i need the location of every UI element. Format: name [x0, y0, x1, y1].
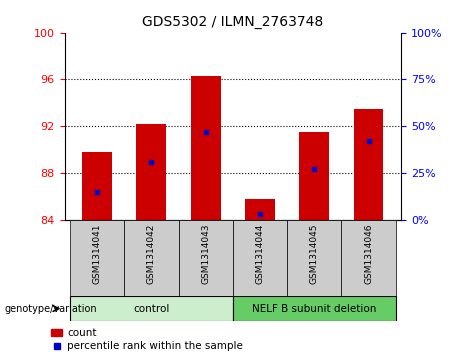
Text: GSM1314044: GSM1314044	[255, 223, 265, 284]
Text: GSM1314043: GSM1314043	[201, 223, 210, 284]
Bar	[233, 220, 287, 296]
Text: genotype/variation: genotype/variation	[5, 303, 97, 314]
Legend: count, percentile rank within the sample: count, percentile rank within the sample	[51, 328, 243, 351]
Bar	[136, 124, 166, 220]
Text: GSM1314041: GSM1314041	[93, 223, 101, 284]
Bar	[299, 132, 329, 220]
Text: control: control	[133, 303, 170, 314]
Bar	[70, 220, 124, 296]
Bar	[124, 220, 178, 296]
Text: GSM1314042: GSM1314042	[147, 223, 156, 284]
Text: GSM1314046: GSM1314046	[364, 223, 373, 284]
Bar	[82, 152, 112, 220]
Bar	[354, 109, 384, 220]
Bar	[341, 220, 396, 296]
Bar	[191, 76, 221, 220]
Bar	[287, 220, 341, 296]
Bar	[178, 220, 233, 296]
Bar	[233, 296, 396, 321]
Text: NELF B subunit deletion: NELF B subunit deletion	[252, 303, 377, 314]
Text: GSM1314045: GSM1314045	[310, 223, 319, 284]
Title: GDS5302 / ILMN_2763748: GDS5302 / ILMN_2763748	[142, 15, 324, 29]
Bar	[70, 296, 233, 321]
Bar	[245, 199, 275, 220]
